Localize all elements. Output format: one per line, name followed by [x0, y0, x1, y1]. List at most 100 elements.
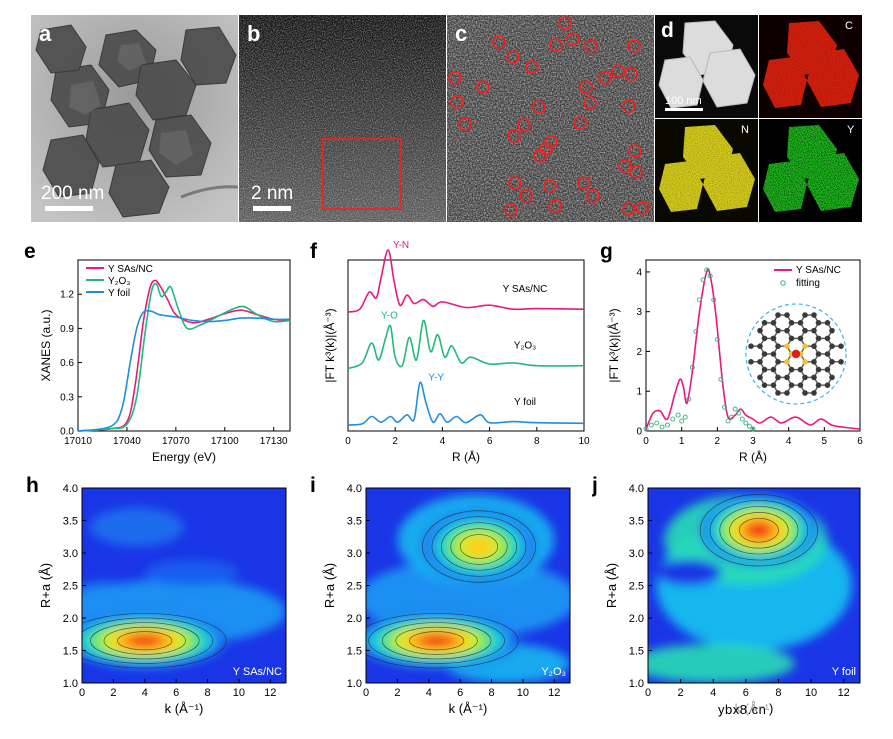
y-tick-label: 4.0: [63, 483, 78, 495]
contour-line: [699, 494, 818, 567]
x-tick-label: 0: [645, 687, 651, 699]
x-tick-label: 10: [805, 687, 817, 699]
carbon-atom: [775, 374, 781, 381]
carbon-atom: [811, 374, 817, 381]
atom-marker-circle: [586, 189, 600, 203]
fitting-point: [689, 364, 695, 370]
carbon-atom: [775, 312, 781, 318]
panel-label-h: h: [26, 474, 39, 497]
y-axis-label: |FT k³(k)|(Å⁻³): [322, 308, 337, 382]
carbon-atom: [797, 320, 804, 326]
y-tick-label: 3.0: [63, 548, 78, 560]
fitting-point: [654, 420, 660, 426]
carbon-atom: [784, 374, 790, 381]
carbon-atom: [824, 320, 831, 326]
atom-marker-circle: [450, 95, 464, 109]
carbon-atom: [815, 366, 822, 373]
y-tick-label: 2.0: [347, 613, 362, 625]
y-tick-label: 2.0: [629, 613, 644, 625]
atom-marker-circle: [506, 50, 520, 64]
y-tick-label: 4: [636, 267, 642, 278]
fitting-point: [714, 337, 720, 342]
structure-inset: [748, 312, 844, 396]
contour-line: [90, 622, 200, 660]
carbon-atom: [784, 327, 790, 334]
panel-e-xanes-chart: e 17010 17040 17070 17100 17130 0.0 0.3 0.6 0.9 1…: [24, 240, 291, 464]
carbon-atom: [829, 358, 835, 365]
zoom-region-box: [322, 138, 402, 210]
atom-marker-circle: [636, 201, 650, 215]
contour-line: [431, 516, 527, 577]
background-lobe: [144, 559, 239, 586]
carbon-atom: [770, 351, 777, 357]
carbon-atom: [761, 366, 768, 373]
panel-d-eds-mapping: d 100 nm C N Y: [655, 15, 862, 222]
y-tick-label: 0.0: [60, 427, 74, 438]
heatmap-annotation: Y foil: [832, 666, 856, 678]
atom-marker-circle: [573, 116, 587, 130]
atom-marker-circle: [544, 135, 558, 149]
x-tick-label: 4: [786, 436, 792, 447]
y-tick-label: 3.5: [347, 516, 362, 528]
x-tick-label: 4: [710, 687, 716, 699]
x-tick-label: 8: [204, 687, 210, 699]
background-lobe: [648, 644, 795, 683]
carbon-atom: [775, 327, 781, 334]
heatmap-body: [82, 488, 286, 683]
atom-marker-circle: [532, 100, 546, 114]
carbon-atom: [824, 335, 831, 342]
x-tick-label: 2: [715, 436, 721, 447]
carbon-atom: [811, 390, 817, 396]
fitting-point: [732, 406, 738, 412]
atom-marker-circle: [577, 176, 591, 190]
carbon-atom: [775, 358, 781, 365]
atom-marker-circle: [458, 117, 472, 131]
x-tick-label: 17130: [260, 436, 288, 447]
atom-marker-circle: [624, 67, 638, 81]
panel-h-wavelet-chart: h 0 2 4 6 8 10 12 1.0 1.5 2.0 2.5 3.0 3.5 4.0 k (Å⁻¹) R…: [26, 474, 287, 716]
carbon-atom: [811, 327, 817, 334]
scale-bar-label-d: 100 nm: [665, 95, 702, 107]
carbon-atom: [802, 327, 808, 334]
fitting-point: [697, 297, 702, 303]
contour-line: [82, 617, 214, 664]
fitting-point: [746, 423, 752, 429]
peak-label: Y-Y: [428, 373, 444, 384]
series-line-y-o-: [77, 282, 291, 432]
carbon-atom: [770, 382, 777, 388]
x-tick-label: 6: [857, 436, 863, 447]
y-tick-label: 1.0: [347, 678, 362, 690]
y-tick-label: 2.0: [63, 613, 78, 625]
x-tick-label: 8: [775, 687, 781, 699]
x-tick-label: 2: [392, 436, 398, 447]
x-tick-label: 10: [578, 436, 590, 447]
x-tick-label: 8: [534, 436, 540, 447]
y-tick-label: 2.5: [629, 581, 644, 593]
y-tick-label: 0.6: [60, 358, 74, 369]
atom-marker-circle: [622, 202, 636, 216]
y-tick-label: 1.5: [63, 646, 78, 658]
atom-marker-circle: [622, 99, 636, 113]
map-label-y: Y: [847, 124, 855, 136]
x-tick-label: 1: [679, 436, 685, 447]
x-tick-label: 4: [440, 436, 446, 447]
panel-c-single-atom-image: c: [447, 15, 654, 222]
y-tick-label: 2: [636, 347, 642, 358]
carbon-atom: [757, 358, 763, 365]
fitting-point: [739, 416, 745, 422]
carbon-atom: [788, 320, 795, 326]
carbon-atom: [802, 312, 808, 318]
series-label: Y foil: [514, 397, 536, 408]
series-label: Y SAs/NC: [503, 284, 548, 295]
panel-label-j: j: [592, 474, 598, 497]
atom-marker-circle: [549, 38, 563, 52]
x-tick-label: 0: [643, 436, 649, 447]
x-axis-label: k (Å⁻¹): [165, 701, 204, 716]
atom-marker-circle: [628, 144, 642, 158]
fitting-point: [718, 376, 724, 382]
y-tick-label: 0: [636, 427, 642, 438]
fitting-point: [700, 277, 706, 283]
panel-f-ft-exafs-chart: f 0 2 4 6 8 10 R (Å) |FT k³(k)|(Å⁻³) Y-N Y SAs/NC…: [310, 240, 590, 464]
contour-line: [395, 626, 478, 655]
carbon-atom: [784, 312, 790, 318]
